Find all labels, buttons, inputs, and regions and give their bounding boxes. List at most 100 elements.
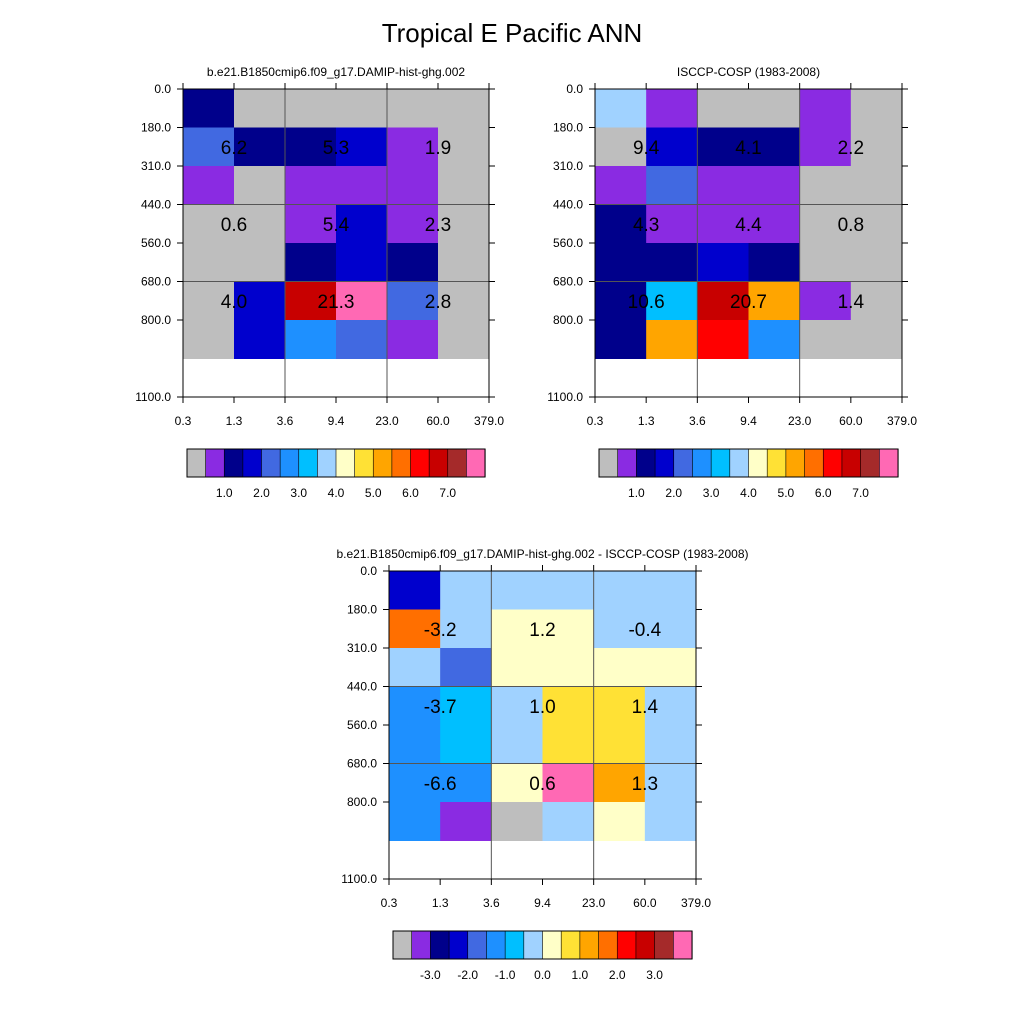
x-tick-label: 379.0 — [474, 414, 504, 428]
heatmap-cell — [850, 243, 903, 282]
x-tick-label: 1.3 — [638, 414, 655, 428]
heatmap-panel-3: b.e21.B1850cmip6.f09_g17.DAMIP-hist-ghg.… — [336, 547, 748, 982]
y-tick-label: 680.0 — [141, 275, 171, 289]
heatmap-cell — [491, 763, 543, 803]
heatmap-cell — [595, 204, 647, 244]
heatmap-cell — [440, 802, 492, 841]
data-label: 20.7 — [730, 292, 767, 313]
heatmap-cell — [595, 243, 647, 282]
heatmap-cell — [438, 320, 490, 359]
x-tick-label: 60.0 — [426, 414, 450, 428]
heatmap-cell — [595, 127, 647, 167]
heatmap-cell — [183, 320, 235, 359]
data-label: 1.0 — [529, 697, 555, 718]
x-tick-label: 0.3 — [381, 896, 398, 910]
heatmap-cell — [234, 204, 286, 244]
y-tick-label: 440.0 — [141, 198, 171, 212]
heatmap-cell — [285, 166, 337, 205]
heatmap-cell — [593, 609, 646, 649]
heatmap-cell — [285, 204, 337, 244]
heatmap-cell — [748, 204, 801, 244]
heatmap-cell — [593, 725, 646, 764]
heatmap-cell — [850, 89, 903, 128]
x-tick-label: 0.3 — [587, 414, 604, 428]
x-tick-label: 3.6 — [277, 414, 294, 428]
colorbar-swatch — [635, 930, 656, 960]
colorbar-swatch — [673, 448, 694, 478]
colorbar-swatch — [673, 930, 693, 960]
heatmap-cell — [542, 802, 595, 841]
heatmap-cell — [646, 243, 698, 282]
data-label: 2.3 — [425, 215, 451, 236]
colorbar-swatch — [392, 930, 413, 960]
heatmap-cell — [234, 243, 286, 282]
heatmap-cell — [389, 763, 441, 803]
y-tick-label: 560.0 — [347, 718, 377, 732]
colorbar-swatch — [186, 448, 207, 478]
heatmap-cell — [542, 763, 595, 803]
data-label: 4.3 — [633, 215, 659, 236]
x-tick-label: 60.0 — [633, 896, 657, 910]
colorbar-swatch — [617, 448, 637, 478]
heatmap-cell — [593, 571, 646, 610]
colorbar-label: 0.0 — [534, 968, 551, 982]
heatmap-cell — [387, 166, 439, 205]
colorbar-label: -1.0 — [495, 968, 516, 982]
data-label: 4.4 — [735, 215, 762, 236]
x-tick-label: 9.4 — [328, 414, 345, 428]
heatmap-cell — [542, 609, 595, 649]
heatmap-cell — [644, 609, 697, 649]
heatmap-cell — [593, 648, 646, 687]
heatmap-cell — [697, 89, 749, 128]
colorbar-swatch — [560, 930, 581, 960]
colorbar-frame — [598, 448, 899, 478]
data-label: 1.4 — [838, 292, 865, 313]
colorbar-swatch — [279, 448, 300, 478]
data-label: 0.6 — [529, 774, 555, 795]
heatmap-cell — [542, 648, 595, 687]
heatmap-cell — [799, 89, 852, 128]
heatmap-cell — [697, 127, 749, 167]
colorbar-swatch — [636, 448, 656, 478]
data-label: -3.7 — [424, 697, 457, 718]
heatmap-cell — [799, 166, 852, 205]
heatmap-cell — [748, 166, 801, 205]
heatmap-cell — [646, 166, 698, 205]
colorbar-swatch — [785, 448, 806, 478]
heatmap-cell — [440, 609, 492, 649]
colorbar-label: 3.0 — [703, 486, 720, 500]
heatmap-cell — [387, 127, 439, 167]
data-label: 4.1 — [735, 138, 761, 159]
colorbar-swatch — [692, 448, 712, 478]
heatmap-cell — [285, 89, 337, 128]
y-tick-label: 800.0 — [347, 795, 377, 809]
colorbar-label: 2.0 — [253, 486, 270, 500]
colorbar-swatch — [729, 448, 750, 478]
heatmap-cell — [491, 571, 543, 610]
heatmap-cell — [748, 127, 801, 167]
colorbar-label: 5.0 — [365, 486, 382, 500]
heatmap-cell — [336, 166, 388, 205]
colorbar-swatch — [447, 448, 467, 478]
y-tick-label: 180.0 — [347, 603, 377, 617]
y-tick-label: 680.0 — [347, 757, 377, 771]
data-label: 1.4 — [632, 697, 659, 718]
heatmap-cell — [285, 281, 337, 321]
heatmap-cell — [646, 204, 698, 244]
heatmap-cell — [387, 243, 439, 282]
x-tick-label: 1.3 — [432, 896, 449, 910]
heatmap-cell — [234, 320, 286, 359]
x-tick-label: 0.3 — [175, 414, 192, 428]
colorbar-frame — [392, 930, 693, 960]
y-tick-label: 1100.0 — [135, 390, 171, 404]
heatmap-cell — [799, 127, 852, 167]
colorbar-label: -2.0 — [457, 968, 478, 982]
heatmap-cell — [336, 243, 388, 282]
x-tick-label: 23.0 — [375, 414, 399, 428]
colorbar-swatch — [748, 448, 768, 478]
data-label: 4.0 — [221, 292, 247, 313]
colorbar-label: 4.0 — [740, 486, 757, 500]
colorbar-label: 1.0 — [216, 486, 233, 500]
colorbar-label: 1.0 — [572, 968, 589, 982]
data-label: 6.2 — [221, 138, 247, 159]
